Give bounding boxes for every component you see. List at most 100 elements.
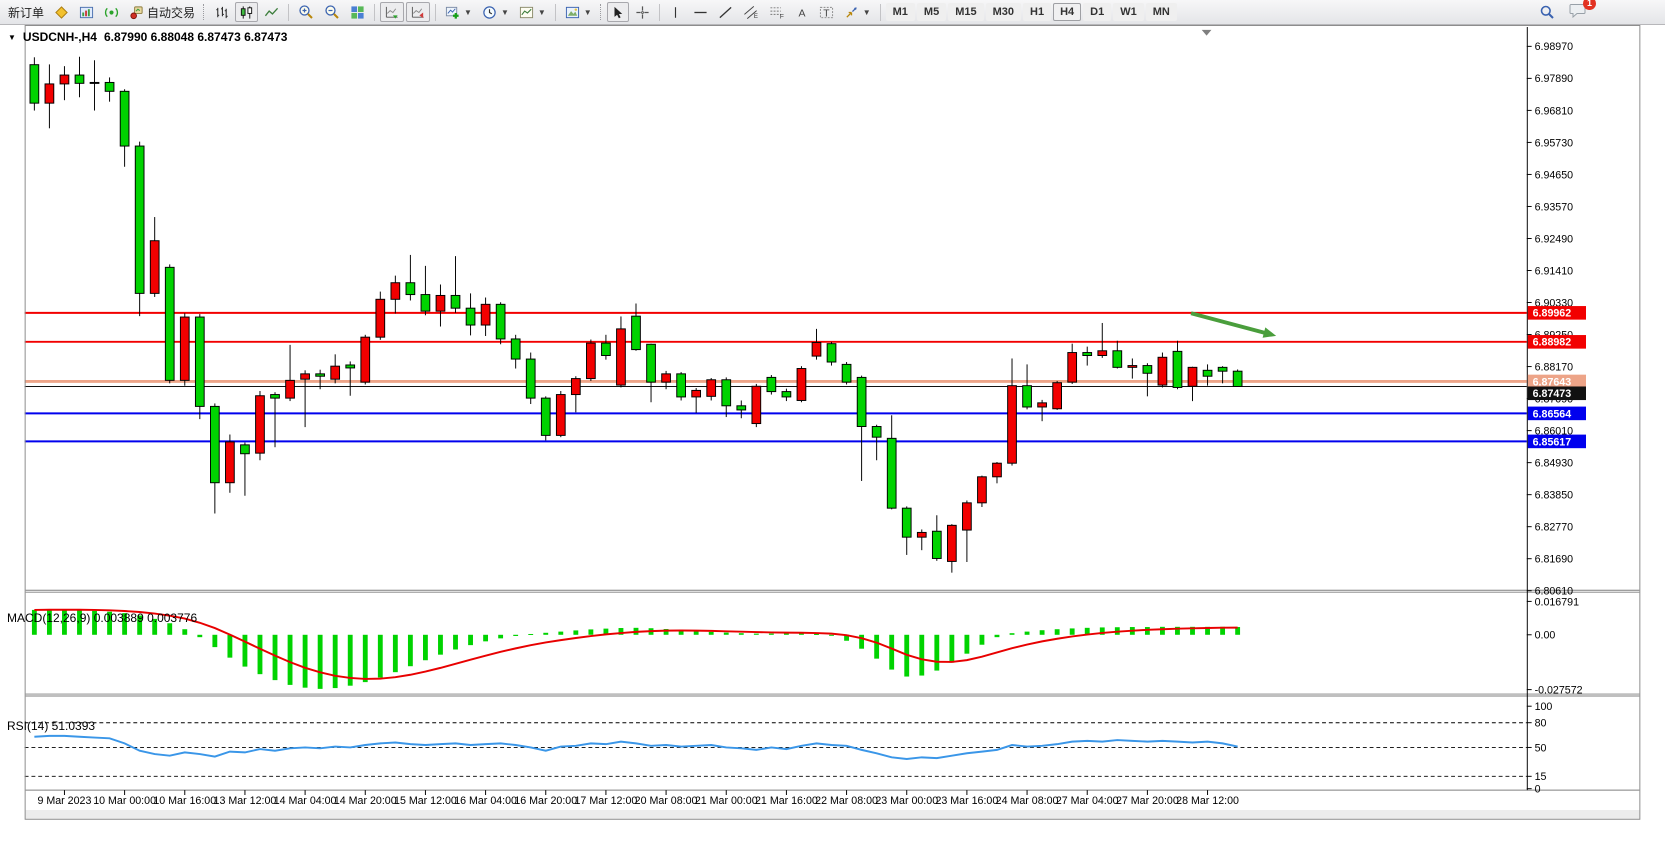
price-level-label-bg <box>1527 306 1586 320</box>
text-tool-button[interactable]: A <box>791 2 813 22</box>
candle-body <box>1052 382 1062 410</box>
auto-scroll-button[interactable] <box>380 2 405 22</box>
candle-body <box>540 397 551 436</box>
indicators-dropdown-button[interactable]: ▼ <box>441 2 476 22</box>
candle-body <box>179 316 190 381</box>
candle-body <box>74 74 85 84</box>
candle-body <box>871 426 882 438</box>
zoom-in-button[interactable] <box>294 2 318 22</box>
zoom-out-button[interactable] <box>320 2 344 22</box>
price-tick-label: 6.94650 <box>1535 169 1574 181</box>
price-tick-label: 6.83850 <box>1535 490 1574 502</box>
vertical-line-tool-button[interactable] <box>665 2 687 22</box>
new-order-button[interactable]: 新订单 <box>4 2 48 22</box>
timeframe-m30-button[interactable]: M30 <box>985 3 1022 21</box>
macd-bar <box>964 634 970 654</box>
timeframe-mn-button[interactable]: MN <box>1145 3 1177 21</box>
time-tick-label: 10 Mar 00:00 <box>93 795 156 807</box>
cursor-tool-button[interactable] <box>606 2 629 22</box>
macd-bar <box>919 634 925 676</box>
timeframe-d1-button[interactable]: D1 <box>1083 3 1112 21</box>
time-tick-label: 10 Mar 16:00 <box>153 795 216 807</box>
toolbar-separator <box>879 3 881 21</box>
macd-bar <box>814 633 819 635</box>
macd-bar <box>874 634 880 659</box>
search-button[interactable] <box>1535 2 1559 22</box>
macd-bar <box>377 634 383 678</box>
candle-body <box>901 507 912 538</box>
chart-shift-button[interactable] <box>406 2 431 22</box>
candle-body <box>360 336 371 383</box>
candle-body <box>495 303 506 340</box>
macd-bar <box>513 634 519 636</box>
price-tick-label: 6.82770 <box>1535 522 1574 534</box>
price-tick-label: 6.91410 <box>1535 265 1574 277</box>
line-chart-type-button[interactable] <box>260 2 283 22</box>
crosshair-tool-button[interactable] <box>631 2 654 22</box>
macd-bar <box>347 634 353 686</box>
trendline-tool-button[interactable] <box>714 2 737 22</box>
price-tick-label: 6.80610 <box>1535 586 1574 598</box>
signals-button[interactable] <box>100 2 123 22</box>
trend-arrow-line[interactable] <box>1190 311 1269 336</box>
macd-bar <box>272 634 278 681</box>
candle-body <box>44 83 55 104</box>
candle-body <box>826 343 837 363</box>
timeframe-w1-button[interactable]: W1 <box>1113 3 1144 21</box>
autotrading-icon <box>130 5 143 19</box>
macd-bar <box>107 611 112 635</box>
candle-body <box>736 405 747 411</box>
candle-body <box>29 64 40 104</box>
candle-body <box>1187 366 1198 387</box>
trend-arrow-annotation <box>1190 311 1277 338</box>
candle-body <box>691 389 702 398</box>
macd-bar <box>573 630 579 635</box>
bar-chart-type-button[interactable] <box>210 2 233 22</box>
templates-dropdown-button[interactable]: ▼ <box>561 2 596 22</box>
candlestick-chart-type-button[interactable] <box>235 2 259 22</box>
autotrading-button[interactable]: 自动交易 <box>125 2 199 22</box>
tile-windows-button[interactable] <box>346 2 369 22</box>
trend-arrow-head <box>1262 327 1277 338</box>
market-watch-button[interactable] <box>75 2 98 22</box>
macd-bar <box>483 634 489 642</box>
macd-bar <box>753 633 759 635</box>
horizontal-line-tool-button[interactable] <box>689 2 712 22</box>
fibonacci-tool-button[interactable]: F <box>765 2 789 22</box>
candle-body <box>345 364 356 369</box>
macd-bar <box>438 634 443 655</box>
candle-body <box>315 373 325 377</box>
timeframe-m1-button[interactable]: M1 <box>885 3 915 21</box>
metaquotes-button[interactable] <box>50 2 73 22</box>
chart-canvas[interactable]: 6.98970 6.97890 6.96810 6.95730 6.94650 6.935… <box>0 25 1665 844</box>
candle-body <box>134 145 145 294</box>
macd-bar <box>1235 627 1241 635</box>
window-border <box>24 25 1641 820</box>
svg-text:T: T <box>823 8 830 19</box>
macd-bar <box>468 634 473 646</box>
arrows-dropdown-button[interactable]: ▼ <box>840 2 875 22</box>
chart-shift-marker[interactable] <box>1201 29 1212 36</box>
timeframe-m15-button[interactable]: M15 <box>948 3 984 21</box>
chart-window[interactable]: 6.98970 6.97890 6.96810 6.95730 6.94650 6.935… <box>0 25 1665 844</box>
candle-body <box>435 294 446 312</box>
price-level-label-bg <box>1527 386 1586 401</box>
toolbar-separator <box>288 3 290 21</box>
chevron-down-icon: ▼ <box>464 7 472 17</box>
macd-bar <box>844 634 849 641</box>
macd-bar <box>287 634 293 685</box>
candle-body <box>405 282 416 296</box>
profiles-dropdown-button[interactable]: ▼ <box>515 2 550 22</box>
timeframe-m5-button[interactable]: M5 <box>916 3 947 21</box>
timeframe-h4-button[interactable]: H4 <box>1053 3 1082 21</box>
time-tick-label: 16 Mar 20:00 <box>514 795 577 807</box>
price-level-label: 6.86564 <box>1533 408 1572 420</box>
text-label-tool-button[interactable]: T <box>815 2 838 22</box>
chat-button[interactable]: 1 <box>1569 0 1596 23</box>
macd-bar <box>152 618 158 635</box>
timeframe-h1-button[interactable]: H1 <box>1023 3 1052 21</box>
candlestick-icon <box>240 5 253 19</box>
equidistant-channel-tool-button[interactable]: E <box>739 2 763 22</box>
periods-dropdown-button[interactable]: ▼ <box>478 2 513 22</box>
candle-body <box>1172 350 1183 388</box>
